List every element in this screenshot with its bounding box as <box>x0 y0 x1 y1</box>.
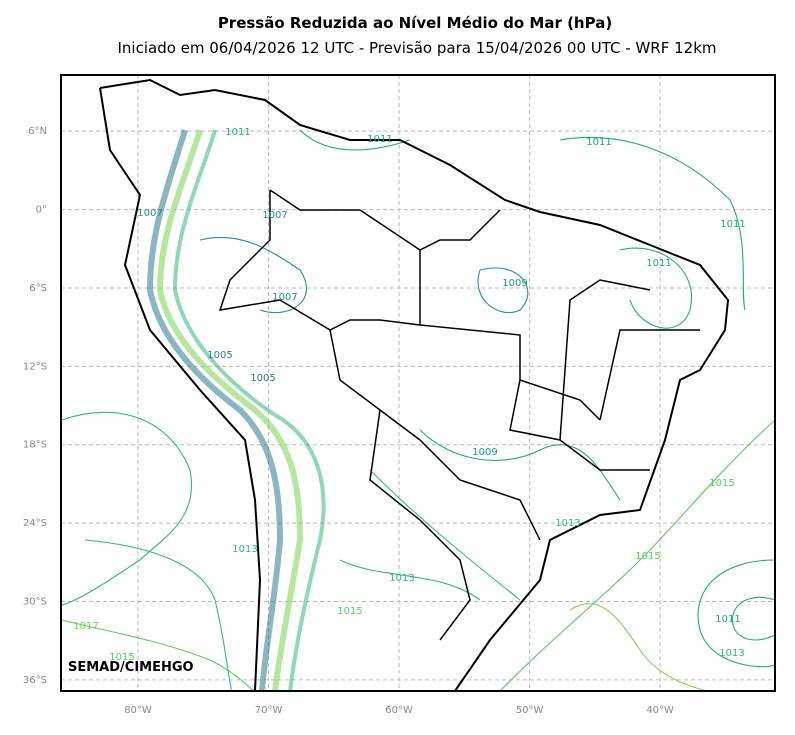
lon-tick-label: 40°W <box>646 705 674 716</box>
lat-tick-label: 0° <box>36 205 47 216</box>
contour-label: 1007 <box>262 210 287 221</box>
contours <box>61 129 775 691</box>
contour-label: 1011 <box>646 258 671 269</box>
lat-tick-label: 30°S <box>23 597 47 608</box>
contour-label: 1011 <box>367 134 392 145</box>
map-frame <box>60 74 776 692</box>
lon-tick-label: 70°W <box>255 705 283 716</box>
isobar <box>199 236 307 314</box>
contour-label: 1007 <box>137 208 162 219</box>
credit: SEMAD/CIMEHGO <box>68 660 194 675</box>
contour-label: 1011 <box>720 219 745 230</box>
isobar <box>299 129 411 151</box>
lon-tick-label: 80°W <box>124 705 152 716</box>
andes-contours <box>172 129 326 691</box>
contour-label: 1013 <box>555 518 580 529</box>
contour-labels: 1011 1011 1011 1011 1011 1011 1013 1013 1013 1013… <box>73 127 745 663</box>
lon-tick-label: 60°W <box>385 705 413 716</box>
contour-label: 1015 <box>337 606 362 617</box>
isobar <box>499 419 775 691</box>
lat-tick-label: 24°S <box>23 518 47 529</box>
andes-contours <box>146 129 284 691</box>
subtitle: Iniciado em 06/04/2026 12 UTC - Previsão… <box>117 39 716 57</box>
isobar <box>477 267 529 314</box>
coastline <box>99 78 730 691</box>
contour-label: 1009 <box>502 278 527 289</box>
andes-contours <box>156 129 304 691</box>
coast-east <box>99 78 730 691</box>
isobar <box>569 603 711 691</box>
grid <box>61 75 775 691</box>
borders <box>218 189 700 641</box>
lat-tick-label: 36°S <box>23 675 47 686</box>
title: Pressão Reduzida ao Nível Médio do Mar (… <box>218 14 612 32</box>
contour-label: 1005 <box>250 373 275 384</box>
contour-label: 1011 <box>715 614 740 625</box>
contour-label: 1007 <box>272 292 297 303</box>
contour-label: 1011 <box>225 127 250 138</box>
contour-label: 1013 <box>232 544 257 555</box>
contour-label: 1011 <box>586 137 611 148</box>
isobar <box>61 411 193 606</box>
isobar <box>84 539 233 691</box>
contour-label: 1015 <box>709 478 734 489</box>
contour-label: 1015 <box>109 652 134 663</box>
isobar <box>61 619 256 691</box>
contour-label: 1015 <box>635 551 660 562</box>
lat-tick-label: 18°S <box>23 440 47 451</box>
isobar <box>369 469 521 601</box>
lat-tick-label: 6°S <box>29 283 47 294</box>
contour-label: 1005 <box>207 350 232 361</box>
lon-tick-label: 50°W <box>516 705 544 716</box>
isobar <box>419 429 621 501</box>
coast-west <box>99 87 262 691</box>
contour-label: 1017 <box>73 621 98 632</box>
isobar <box>559 137 746 311</box>
isobar <box>339 559 481 601</box>
lat-tick-label: 12°S <box>23 361 47 372</box>
isobar <box>697 559 775 668</box>
isobar <box>731 596 775 641</box>
contour-label: 1013 <box>389 573 414 584</box>
lat-tick-label: 6°N <box>28 126 47 137</box>
contour-label: 1009 <box>472 447 497 458</box>
contour-label: 1013 <box>719 648 744 659</box>
isobar <box>619 247 693 329</box>
